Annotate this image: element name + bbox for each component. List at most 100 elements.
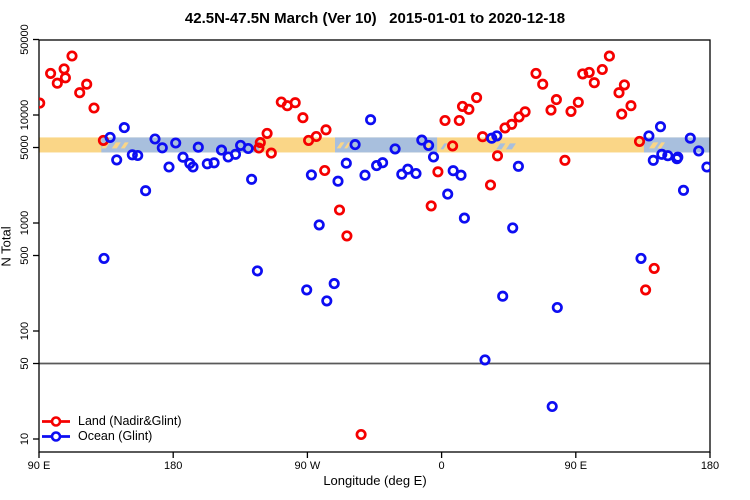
band-dash xyxy=(424,142,433,149)
data-point-ocean xyxy=(635,252,647,264)
data-point-ocean xyxy=(647,154,659,166)
data-point-ocean xyxy=(491,130,503,142)
data-point-ocean xyxy=(170,137,182,149)
data-point-land xyxy=(519,106,531,118)
data-point-land xyxy=(491,150,504,162)
data-point-land xyxy=(265,147,277,159)
data-point-ocean xyxy=(458,212,470,224)
data-point-ocean xyxy=(693,145,705,157)
data-point-land xyxy=(341,230,353,242)
data-point-land xyxy=(484,179,497,191)
data-point-land xyxy=(253,142,265,154)
data-point-ocean xyxy=(684,132,696,144)
data-point-land xyxy=(439,114,451,127)
data-point-ocean xyxy=(455,169,467,181)
data-point-ocean xyxy=(442,188,454,200)
band-dash xyxy=(344,142,352,149)
y-tick-label: 10000 xyxy=(19,100,31,131)
band-dash xyxy=(336,142,345,149)
data-point-ocean xyxy=(507,222,519,234)
data-point-ocean xyxy=(163,161,175,173)
data-point-ocean xyxy=(140,185,152,197)
data-point-land xyxy=(310,130,322,143)
data-point-land xyxy=(355,428,367,441)
data-point-land xyxy=(447,140,459,152)
y-tick-label: 50000 xyxy=(19,24,31,55)
data-point-land xyxy=(39,97,46,109)
x-tick-label: 90 W xyxy=(295,460,321,472)
band-dash xyxy=(440,143,448,150)
data-point-ocean xyxy=(402,163,414,175)
plot-box xyxy=(38,39,711,453)
data-point-land xyxy=(59,72,71,84)
data-point-land xyxy=(58,63,70,75)
data-point-ocean xyxy=(447,165,459,177)
data-point-ocean xyxy=(377,157,389,169)
data-point-ocean xyxy=(701,161,710,173)
data-point-land xyxy=(537,78,549,90)
data-point-ocean xyxy=(328,278,340,290)
data-point-ocean xyxy=(672,151,684,163)
data-point-ocean xyxy=(301,284,313,296)
data-point-land xyxy=(477,131,489,143)
data-point-ocean xyxy=(677,184,690,196)
chart-title: 42.5N-47.5N March (Ver 10) 2015-01-01 to… xyxy=(184,10,566,27)
x-tick-label: 90 E xyxy=(564,460,587,472)
data-point-ocean xyxy=(332,175,344,187)
x-tick-label: 90 E xyxy=(28,460,51,472)
y-tick-label: 5000 xyxy=(19,135,31,159)
data-point-land xyxy=(583,66,595,78)
data-point-ocean xyxy=(215,144,228,156)
data-point-ocean xyxy=(305,169,317,181)
data-point-land xyxy=(81,78,93,90)
data-point-ocean xyxy=(479,354,491,366)
data-point-ocean xyxy=(389,143,401,155)
data-point-land xyxy=(616,108,628,120)
legend-label-ocean: Ocean (Glint) xyxy=(78,429,153,443)
data-point-ocean xyxy=(416,134,428,146)
data-point-ocean xyxy=(246,173,258,185)
y-tick-label: 500 xyxy=(19,246,31,264)
band-dash xyxy=(496,143,506,150)
data-point-land xyxy=(88,102,100,114)
data-point-ocean xyxy=(201,158,213,170)
data-point-land xyxy=(572,96,584,108)
data-point-land xyxy=(289,97,301,109)
data-point-land xyxy=(648,262,660,274)
data-point-ocean xyxy=(359,169,371,181)
data-point-land xyxy=(618,79,630,91)
data-point-ocean xyxy=(132,149,144,162)
data-point-land xyxy=(425,200,437,212)
data-point-ocean xyxy=(118,122,130,134)
y-tick-label: 50 xyxy=(19,357,31,369)
data-point-ocean xyxy=(427,151,440,163)
data-point-land xyxy=(66,50,78,62)
data-point-land xyxy=(603,50,615,62)
data-point-land xyxy=(333,204,346,216)
band-dash xyxy=(505,143,516,150)
data-point-land xyxy=(550,94,562,106)
data-point-ocean xyxy=(192,141,204,153)
data-point-ocean xyxy=(512,160,524,172)
data-point-ocean xyxy=(321,295,333,307)
data-point-ocean xyxy=(656,148,668,160)
data-point-ocean xyxy=(98,252,110,264)
data-point-land xyxy=(254,137,266,149)
data-point-ocean xyxy=(662,150,674,162)
data-point-land xyxy=(613,87,625,99)
legend-item-land: Land (Nadir&Glint) xyxy=(41,414,182,429)
data-point-land xyxy=(633,135,646,147)
data-point-land xyxy=(530,67,542,79)
x-tick-label: 0 xyxy=(439,460,445,472)
legend-item-ocean: Ocean (Glint) xyxy=(41,429,182,444)
data-point-land xyxy=(471,92,483,104)
data-point-ocean xyxy=(643,130,655,142)
band-dash xyxy=(120,142,129,149)
data-point-land xyxy=(51,77,63,89)
data-point-land xyxy=(432,166,444,178)
data-point-ocean xyxy=(340,157,352,169)
data-point-land xyxy=(74,87,86,99)
data-point-land xyxy=(453,114,465,127)
